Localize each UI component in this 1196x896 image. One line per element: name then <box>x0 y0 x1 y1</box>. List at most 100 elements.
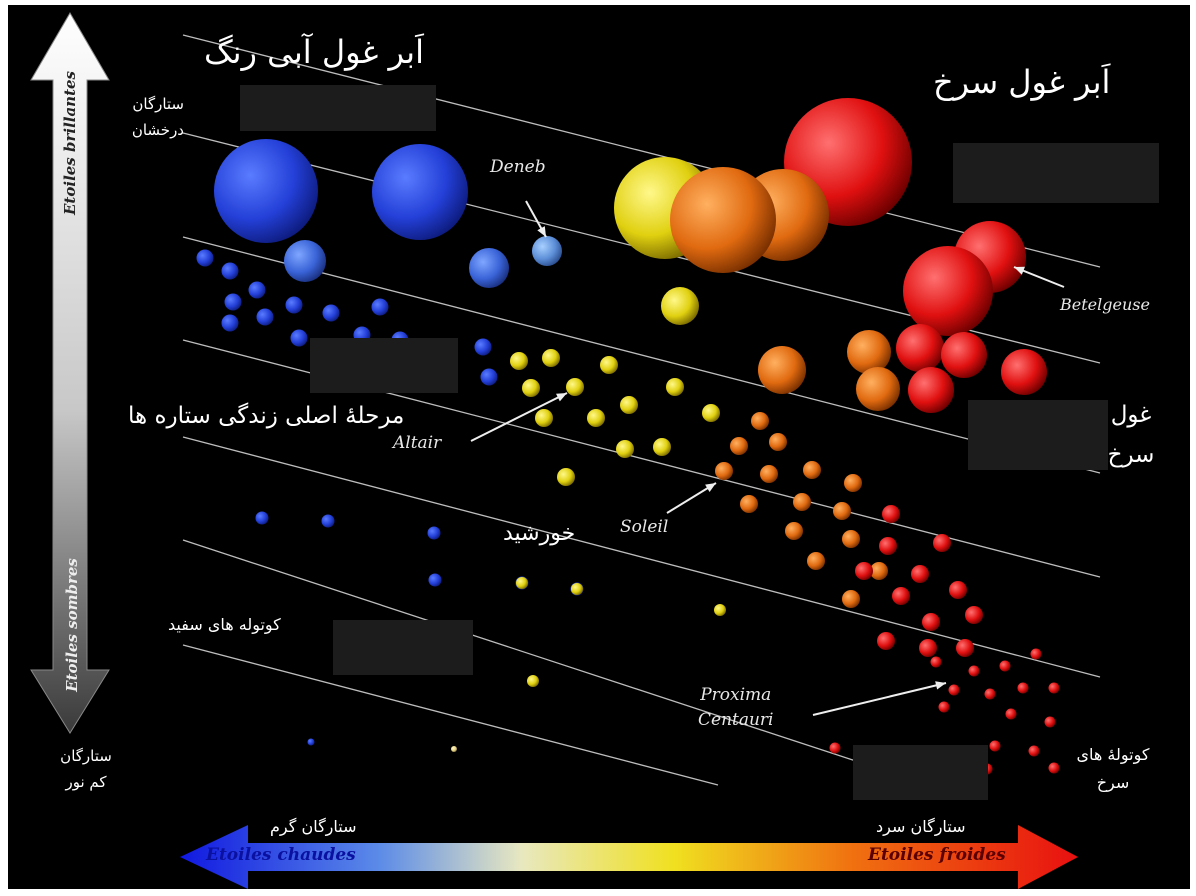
star <box>999 660 1011 672</box>
star <box>600 356 618 374</box>
star <box>474 338 492 356</box>
star <box>856 367 900 411</box>
luminosity-line <box>182 539 869 766</box>
pointer-arrows <box>470 200 1065 716</box>
star <box>919 639 937 657</box>
label-mask <box>240 85 436 131</box>
star <box>372 144 468 240</box>
luminosity-line <box>182 644 719 786</box>
label-mask <box>953 143 1159 203</box>
star <box>1028 745 1040 757</box>
star <box>968 665 980 677</box>
star <box>892 587 910 605</box>
star <box>255 511 269 525</box>
star <box>844 474 862 492</box>
star <box>882 505 900 523</box>
red-supergiants-label: اَبر غول سرخ <box>933 63 1111 101</box>
star <box>908 367 954 413</box>
star <box>1030 648 1042 660</box>
axis-brilliant-text: Etoiles brillantes <box>61 70 79 215</box>
star <box>1005 708 1017 720</box>
star <box>221 262 239 280</box>
pointer-arrowhead <box>537 226 546 237</box>
star <box>702 404 720 422</box>
star <box>620 396 638 414</box>
star <box>930 656 942 668</box>
brightness-axis-arrow <box>30 12 110 734</box>
star <box>1017 682 1029 694</box>
star-field <box>196 98 1060 775</box>
label-mask <box>310 338 458 393</box>
temperature-axis-arrow <box>180 825 1078 889</box>
luminosity-line <box>182 236 1101 474</box>
star <box>1048 682 1060 694</box>
bright-stars-label: ستارگان درخشان <box>131 95 184 139</box>
star <box>510 352 528 370</box>
star <box>870 562 888 580</box>
star <box>989 740 1001 752</box>
blue-supergiants-label: اَبر غول آبی رنگ <box>204 33 424 71</box>
star <box>956 639 974 657</box>
star <box>715 462 733 480</box>
star <box>760 465 778 483</box>
star <box>451 746 457 752</box>
star <box>922 613 940 631</box>
axis-sombre-text: Etoiles sombres <box>63 558 81 692</box>
star <box>751 412 769 430</box>
star <box>879 537 897 555</box>
star <box>793 493 811 511</box>
star <box>714 604 726 616</box>
star <box>290 329 308 347</box>
star <box>248 281 266 299</box>
label-mask <box>968 400 1108 470</box>
pointer-arrowhead <box>1014 266 1025 275</box>
star <box>842 590 860 608</box>
altair-label: Altair <box>393 433 442 453</box>
red-giants-label: غول سرخ <box>1107 402 1155 468</box>
star <box>911 565 929 583</box>
star <box>542 349 560 367</box>
star <box>896 324 944 372</box>
pointer-line <box>812 682 947 716</box>
star <box>803 461 821 479</box>
star <box>427 526 441 540</box>
star <box>1001 349 1047 395</box>
star <box>829 742 841 754</box>
star <box>532 236 562 266</box>
luminosity-line <box>182 436 1101 678</box>
star <box>847 330 891 374</box>
white-dwarfs-label: کوتوله های سفید <box>168 615 281 634</box>
star <box>371 298 389 316</box>
main-sequence-label: مرحلهٔ اصلی زندگی ستاره ها <box>128 403 405 429</box>
star <box>535 409 553 427</box>
star <box>522 379 540 397</box>
star <box>984 688 996 700</box>
soleil-label: Soleil <box>620 517 669 537</box>
betelgeuse-label: Betelgeuse <box>1060 295 1150 314</box>
pointer-arrowhead <box>935 681 946 690</box>
star <box>256 308 274 326</box>
hot-stars-label: ستارگان گرم <box>270 817 357 836</box>
red-dwarfs-label: کوتولهٔ های سرخ <box>1076 745 1150 792</box>
star <box>938 701 950 713</box>
star <box>855 562 873 580</box>
star <box>833 502 851 520</box>
diagram-canvas <box>30 12 1101 889</box>
proxima-centauri-label: Proxima Centauri <box>698 685 774 730</box>
star <box>785 522 803 540</box>
star <box>285 296 303 314</box>
star <box>941 332 987 378</box>
star <box>670 167 776 273</box>
star <box>469 248 509 288</box>
deneb-label: Deneb <box>490 157 546 177</box>
star <box>284 240 326 282</box>
star <box>666 378 684 396</box>
star <box>769 433 787 451</box>
star <box>307 738 315 746</box>
luminosity-line <box>182 34 1101 268</box>
star <box>877 632 895 650</box>
star <box>1044 716 1056 728</box>
pointer-line <box>470 392 568 442</box>
star <box>428 573 442 587</box>
star <box>616 440 634 458</box>
